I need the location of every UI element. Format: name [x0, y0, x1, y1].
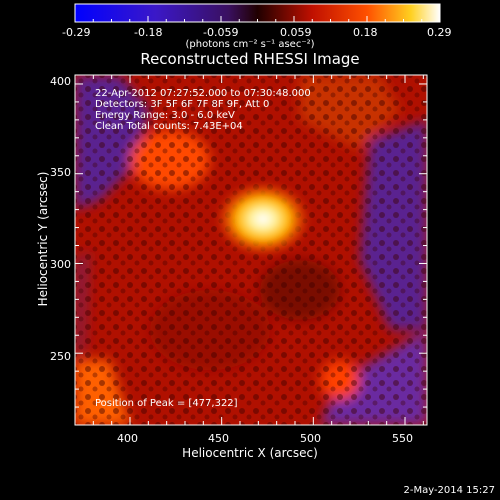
x-tick-label: 400: [117, 432, 138, 445]
annotation-energy-range: Energy Range: 3.0 - 6.0 keV: [95, 110, 235, 121]
image-plot: [74, 74, 428, 426]
colorbar-tick-label: -0.18: [134, 26, 163, 39]
colorbar-tick-label: -0.29: [62, 26, 91, 39]
heatmap-image: [75, 75, 427, 425]
colorbar-tick-label: 0.29: [427, 26, 452, 39]
x-tick-label: 500: [300, 432, 321, 445]
colorbar-tick-labels: -0.29 -0.18 -0.059 0.059 0.18 0.29: [0, 0, 500, 40]
x-tick-label: 550: [392, 432, 413, 445]
axis-ticks: [75, 75, 427, 426]
colorbar-units: (photons cm⁻² s⁻¹ asec⁻²): [185, 39, 315, 50]
footer-timestamp: 2-May-2014 15:27: [403, 485, 495, 496]
annotation-total-counts: Clean Total counts: 7.43E+04: [95, 121, 243, 132]
y-axis-label: Heliocentric Y (arcsec): [36, 171, 50, 307]
colorbar: [74, 3, 441, 23]
colorbar-tick-label: 0.18: [353, 26, 378, 39]
x-tick-label: 450: [208, 432, 229, 445]
y-tick-label: 250: [50, 350, 71, 363]
annotation-peak-position: Position of Peak = [477,322]: [95, 398, 238, 409]
colorbar-tick-label: 0.059: [280, 26, 312, 39]
x-axis-label: Heliocentric X (arcsec): [182, 446, 318, 460]
annotation-detectors: Detectors: 3F 5F 6F 7F 8F 9F, Att 0: [95, 99, 270, 110]
chart-title: Reconstructed RHESSI Image: [140, 50, 360, 68]
plot-frame: [74, 74, 428, 426]
colorbar-tick-label: -0.059: [203, 26, 239, 39]
y-tick-label: 300: [50, 258, 71, 271]
y-tick-label: 350: [50, 166, 71, 179]
y-tick-label: 400: [50, 75, 71, 88]
annotation-time-range: 22-Apr-2012 07:27:52.000 to 07:30:48.000: [95, 88, 311, 99]
peak-source: [215, 181, 311, 257]
